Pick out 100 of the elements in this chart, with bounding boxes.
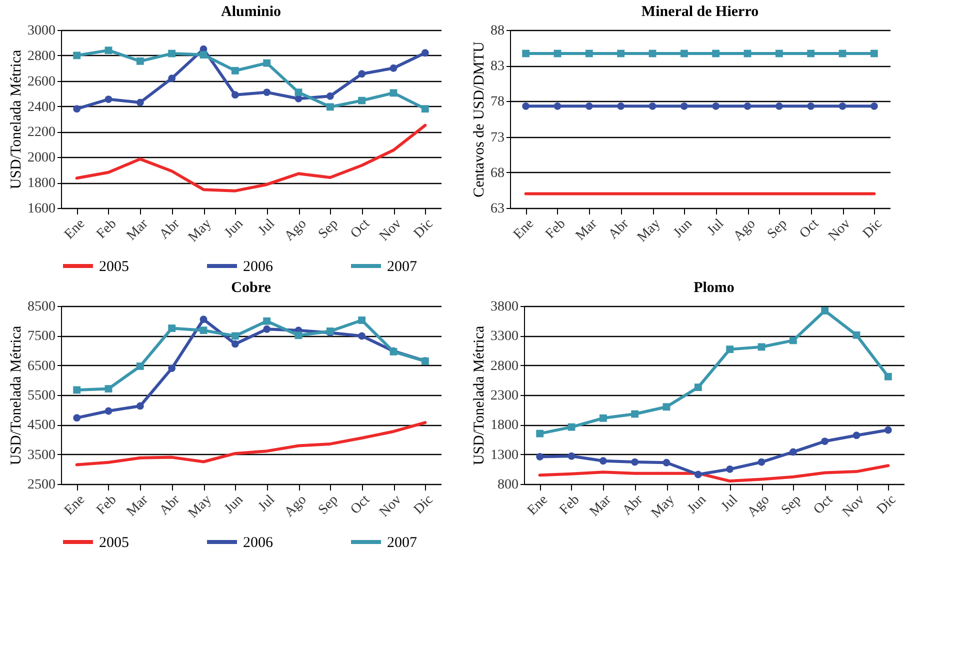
point [631,410,639,418]
y-tick-label: 2500 [28,478,56,492]
x-tick-label: Ago [744,492,773,520]
point [104,46,112,54]
y-tick-label: 3000 [28,24,56,38]
point [358,332,366,340]
y-tick-label: 3300 [490,329,518,344]
point [662,403,670,411]
x-tick-label: Abr [156,492,184,519]
x-tick-label: Jun [670,216,696,241]
point [726,465,734,473]
x-tick-label: Ene [62,216,88,242]
x-tick-label: Dic [411,216,436,242]
y-tick-label: 2200 [28,125,56,140]
point [852,432,860,440]
point [631,458,639,466]
line-series [75,124,427,192]
point [73,414,81,422]
point [104,385,112,392]
x-tick-label: May [634,216,664,246]
point [884,426,892,434]
chart-title: Cobre [231,280,272,296]
point [294,332,302,340]
x-tick-label: Mar [124,216,152,244]
y-tick-label: 8500 [28,300,56,314]
y-tick-label: 2600 [28,74,56,90]
point [358,96,366,104]
point [168,364,176,372]
y-tick-label: 2000 [28,150,56,166]
point [421,49,429,57]
point [884,372,892,380]
y-tick-label: 3500 [28,448,56,463]
legend-label: 2007 [387,259,418,275]
y-tick-label: 1800 [28,176,56,192]
y-tick-label: 1800 [490,418,518,434]
y-tick-label: 1300 [490,448,518,463]
point [789,448,797,456]
point [599,457,607,465]
point [358,316,366,324]
point [263,325,271,333]
point [136,98,144,106]
y-tick-label: 2800 [490,358,518,374]
x-tick-label: Ene [62,492,88,518]
point [789,336,797,344]
point [758,343,766,351]
x-tick-label: Jul [718,492,742,515]
x-tick-label: Jun [684,492,710,517]
x-tick-label: Nov [376,492,405,520]
point [326,103,334,111]
point [536,453,544,460]
x-tick-label: Sep [316,492,342,518]
point [852,331,860,339]
point [104,96,112,103]
y-tick-label: 2300 [490,388,518,404]
point [694,470,702,478]
point [231,332,239,340]
y-axis-title: Centavos de USD/DMTU [472,41,488,198]
x-tick-label: Jul [256,216,278,239]
x-tick-label: Jul [704,216,728,239]
x-tick-label: Nov [376,216,405,244]
point [758,458,766,466]
point [200,316,208,324]
chart-title: Aluminio [220,4,282,20]
x-tick-label: Feb [543,216,569,242]
x-tick-label: Nov [840,492,868,520]
line-series [538,464,890,483]
y-tick-label: 83 [490,59,504,74]
point [168,324,176,332]
point [200,51,208,58]
y-axis-title: USD/Tonelada Métrica [8,326,24,466]
x-tick-label: Feb [94,216,120,242]
point [662,458,670,466]
x-tick-label: Jun [222,492,246,517]
x-tick-label: Ago [730,216,759,244]
x-tick-label: May [186,216,215,246]
y-tick-label: 63 [490,202,504,216]
point [73,52,81,60]
point [263,88,271,96]
x-tick-label: Ago [282,216,310,244]
point [726,346,734,354]
x-tick-label: Sep [316,216,342,242]
line-series [75,421,427,466]
x-tick-label: Abr [620,492,646,519]
point [73,386,81,394]
point [294,88,302,96]
x-tick-label: Feb [557,492,583,518]
y-tick-label: 73 [490,130,504,146]
point [358,70,366,78]
point [599,414,607,422]
y-tick-label: 68 [490,166,504,181]
point [263,59,271,67]
y-axis-title: USD/Tonelada Métrica [8,50,24,190]
x-tick-label: Sep [764,216,790,242]
point [231,340,239,348]
y-tick-label: 88 [490,24,504,38]
y-tick-label: 3800 [490,300,518,314]
legend-label: 2007 [387,535,418,551]
point [821,307,829,314]
legend-label: 2006 [243,259,274,275]
point [326,92,334,100]
